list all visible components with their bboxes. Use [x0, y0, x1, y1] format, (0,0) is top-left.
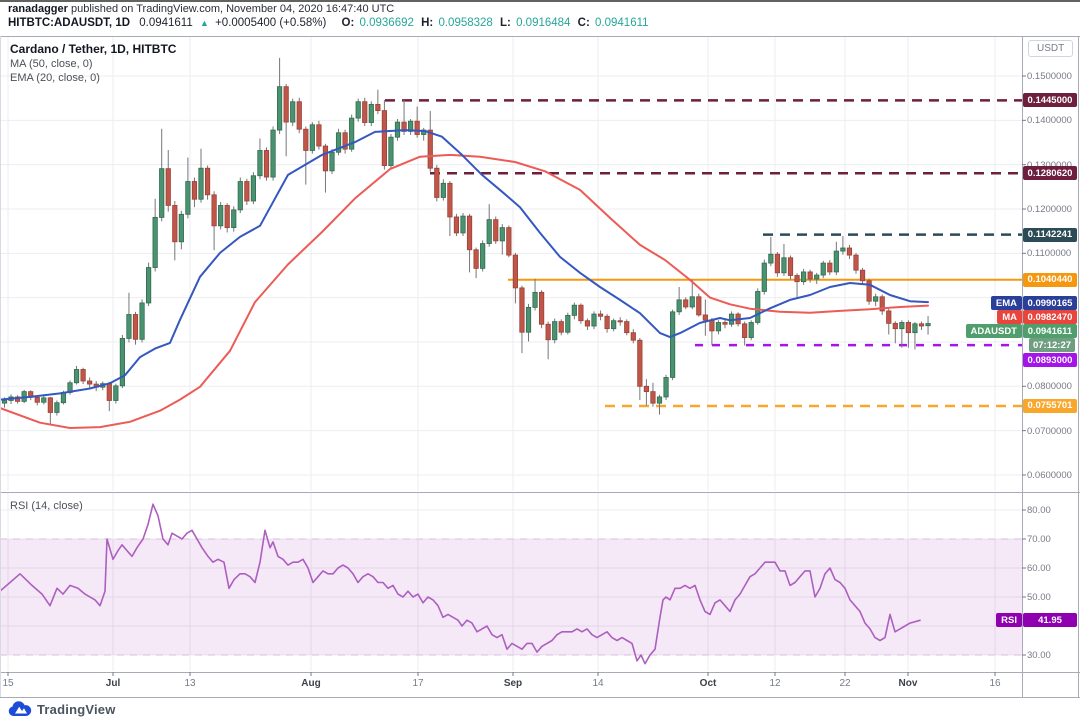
time-tick-label-jul: Jul	[105, 678, 121, 689]
ema-legend: EMA (20, close, 0)	[10, 72, 100, 84]
level-price-label: 0.1280620	[1023, 166, 1077, 181]
price-change: +0.0005400 (+0.58%)	[215, 17, 327, 29]
countdown-label: 07:12:27	[1029, 338, 1075, 352]
time-tick-label-nov: Nov	[898, 678, 918, 689]
last-price: 0.0941611	[139, 17, 193, 29]
candlestick-series	[1, 57, 931, 424]
tradingview-brand-text: TradingView	[37, 701, 116, 717]
up-arrow-icon: ▲	[199, 18, 209, 28]
chart-title: Cardano / Tether, 1D, HITBTC	[10, 42, 177, 56]
published-line: ranadagger published on TradingView.com,…	[8, 3, 394, 15]
tradingview-logo-icon	[8, 701, 32, 717]
ema-tag: EMA	[990, 296, 1022, 310]
open-value: 0.0936692	[359, 17, 414, 29]
rsi-value-label: 41.95	[1023, 613, 1077, 628]
time-tick-label-15: 15	[2, 678, 14, 689]
time-tick-label-16: 16	[989, 678, 1001, 689]
ma-legend: MA (50, close, 0)	[10, 57, 93, 70]
rsi-tick-label: 70.00	[1027, 534, 1051, 545]
rsi-legend: RSI (14, close)	[10, 500, 83, 512]
time-tick-label-17: 17	[412, 678, 424, 689]
low-label: L:	[500, 17, 511, 29]
rsi-tick-label: 50.00	[1027, 592, 1051, 603]
pane-legend: Cardano / Tether, 1D, HITBTC MA (50, clo…	[10, 42, 176, 86]
price-tick-label: 0.1200000	[1027, 203, 1072, 215]
low-value: 0.0916484	[516, 17, 571, 29]
rsi-tick-label: 30.00	[1027, 650, 1051, 661]
symbol-name: HITBTC:ADAUSDT, 1D	[8, 17, 131, 29]
rsi-tag: RSI	[996, 613, 1022, 628]
currency-toggle-button[interactable]: USDT	[1028, 40, 1074, 57]
ma-price-label: 0.0982470	[1023, 310, 1077, 324]
time-tick-label-12: 12	[769, 678, 781, 689]
rsi-band	[0, 538, 1022, 656]
pane-frame	[0, 36, 1080, 698]
close-value: 0.0941611	[595, 17, 649, 29]
rsi-tick-label: 80.00	[1027, 505, 1051, 516]
price-tick-label: 0.1500000	[1027, 71, 1072, 82]
ma-tag: MA	[997, 310, 1022, 324]
open-label: O:	[341, 17, 355, 29]
time-tick-label-sep: Sep	[503, 678, 523, 689]
symbol-tag: ADAUSDT	[965, 324, 1022, 338]
author-name: ranadagger	[8, 3, 68, 15]
close-label: C:	[577, 17, 590, 29]
price-tick-label: 0.1400000	[1027, 115, 1072, 127]
top-crop-artifact	[0, 0, 1080, 2]
time-tick-label-13: 13	[184, 678, 196, 689]
symbol-price-label: 0.0941611	[1023, 324, 1077, 338]
rsi-tick-label: 60.00	[1027, 563, 1051, 574]
published-text: published on TradingView.com, November 0…	[67, 3, 395, 15]
ma50-line	[0, 153, 929, 429]
high-label: H:	[421, 17, 434, 29]
tradingview-brand-link[interactable]: TradingView	[8, 701, 116, 717]
level-price-label: 0.0893000	[1023, 353, 1077, 367]
time-tick-label-aug: Aug	[301, 678, 321, 689]
price-tick-label: 0.0700000	[1027, 425, 1072, 437]
level-price-label: 0.1445000	[1023, 93, 1077, 108]
level-price-label: 0.1142241	[1023, 227, 1077, 242]
axis-ticks	[7, 75, 1026, 676]
price-tick-label: 0.1100000	[1027, 248, 1072, 260]
price-tick-label: 0.0600000	[1027, 469, 1072, 481]
level-price-label: 0.0755701	[1023, 398, 1077, 413]
price-level-lines	[385, 99, 1022, 408]
time-tick-label-22: 22	[839, 678, 851, 689]
time-tick-label-14: 14	[592, 678, 604, 689]
price-tick-label: 0.1300000	[1027, 159, 1072, 171]
high-value: 0.0958328	[438, 17, 493, 29]
ema20-line	[0, 129, 929, 401]
level-price-label: 0.1040440	[1023, 272, 1077, 287]
rsi-line	[0, 503, 921, 665]
ema-price-label: 0.0990165	[1023, 296, 1077, 310]
price-tick-label: 0.0800000	[1027, 381, 1072, 393]
time-tick-label-oct: Oct	[699, 678, 717, 689]
symbol-info-bar: HITBTC:ADAUSDT, 1D 0.0941611 ▲ +0.000540…	[8, 17, 649, 29]
